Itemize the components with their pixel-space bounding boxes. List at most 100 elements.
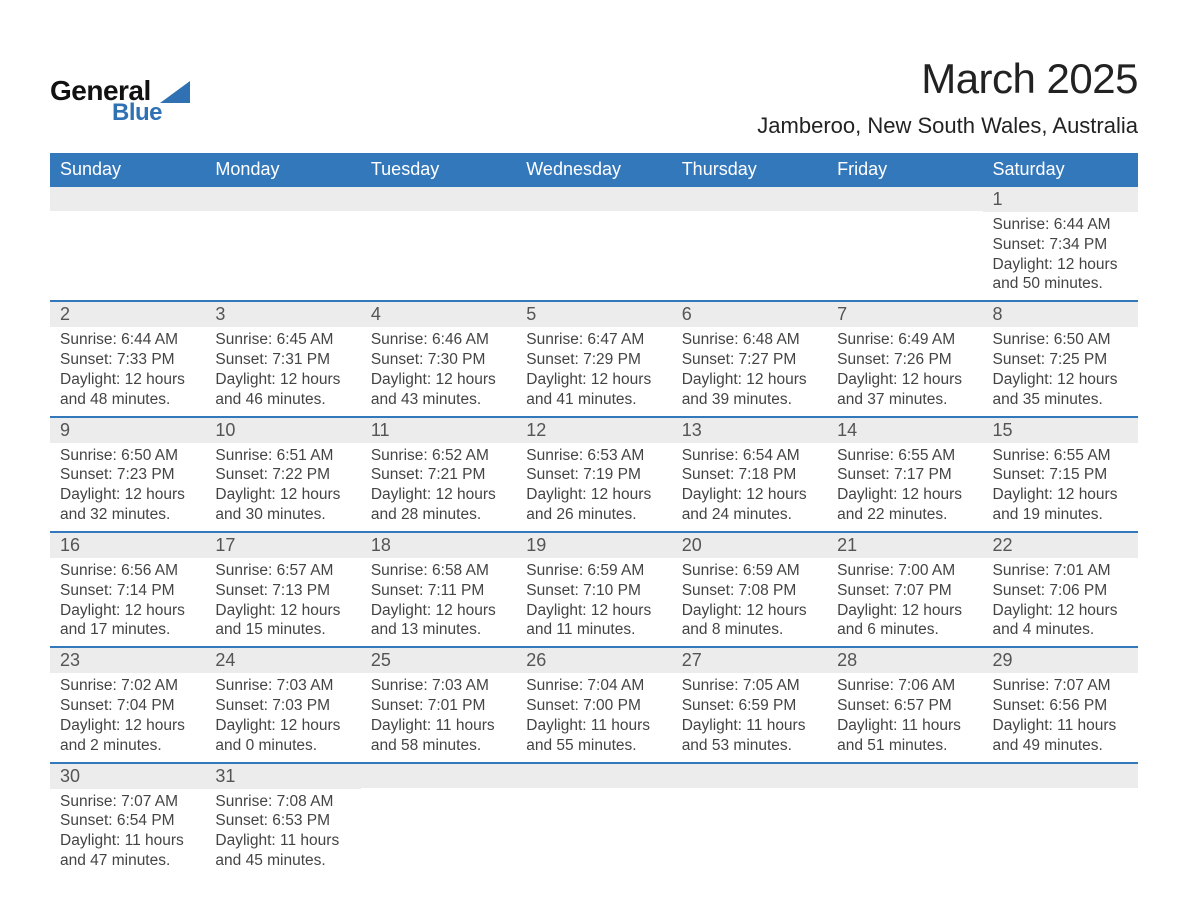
day-number: 30 [50,764,205,789]
day-detail-line: Daylight: 11 hours and 55 minutes. [526,716,661,756]
day-detail-line: Sunrise: 7:07 AM [60,792,195,812]
day-detail-line: Sunset: 7:26 PM [837,350,972,370]
day-detail-line: Sunset: 7:19 PM [526,465,661,485]
day-detail-line: Sunset: 7:31 PM [215,350,350,370]
day-detail-line: Sunrise: 6:50 AM [60,446,195,466]
calendar-day: 27Sunrise: 7:05 AMSunset: 6:59 PMDayligh… [672,648,827,761]
calendar-week: 23Sunrise: 7:02 AMSunset: 7:04 PMDayligh… [50,648,1138,763]
day-detail-line: Sunset: 7:17 PM [837,465,972,485]
day-detail-line: Sunset: 7:14 PM [60,581,195,601]
calendar-day [672,764,827,877]
calendar-day: 22Sunrise: 7:01 AMSunset: 7:06 PMDayligh… [983,533,1138,646]
calendar-day [827,764,982,877]
calendar-week: 1Sunrise: 6:44 AMSunset: 7:34 PMDaylight… [50,187,1138,302]
day-details: Sunrise: 6:44 AMSunset: 7:34 PMDaylight:… [983,212,1138,300]
day-number: 27 [672,648,827,673]
day-detail-line: Sunrise: 6:59 AM [526,561,661,581]
day-details: Sunrise: 6:56 AMSunset: 7:14 PMDaylight:… [50,558,205,646]
day-number: 28 [827,648,982,673]
calendar-day [516,764,671,877]
day-detail-line: Sunset: 6:56 PM [993,696,1128,716]
day-details: Sunrise: 7:03 AMSunset: 7:01 PMDaylight:… [361,673,516,761]
day-number: 21 [827,533,982,558]
day-number: 6 [672,302,827,327]
day-detail-line: Sunrise: 6:58 AM [371,561,506,581]
day-detail-line: Sunrise: 6:55 AM [993,446,1128,466]
calendar-day: 25Sunrise: 7:03 AMSunset: 7:01 PMDayligh… [361,648,516,761]
day-number: 7 [827,302,982,327]
day-detail-line: Sunrise: 6:54 AM [682,446,817,466]
calendar-day: 7Sunrise: 6:49 AMSunset: 7:26 PMDaylight… [827,302,982,415]
day-details: Sunrise: 7:05 AMSunset: 6:59 PMDaylight:… [672,673,827,761]
day-detail-line: Sunrise: 6:59 AM [682,561,817,581]
day-detail-line: Sunrise: 6:47 AM [526,330,661,350]
day-number: 17 [205,533,360,558]
day-detail-line: Sunset: 7:18 PM [682,465,817,485]
calendar-day: 18Sunrise: 6:58 AMSunset: 7:11 PMDayligh… [361,533,516,646]
day-details [205,211,360,289]
day-detail-line: Sunrise: 7:07 AM [993,676,1128,696]
logo-triangle-icon [160,81,190,103]
day-number: 9 [50,418,205,443]
calendar-day: 8Sunrise: 6:50 AMSunset: 7:25 PMDaylight… [983,302,1138,415]
calendar-day [827,187,982,300]
day-number: 12 [516,418,671,443]
day-details: Sunrise: 7:03 AMSunset: 7:03 PMDaylight:… [205,673,360,761]
day-detail-line: Daylight: 12 hours and 50 minutes. [993,255,1128,295]
day-details: Sunrise: 6:55 AMSunset: 7:17 PMDaylight:… [827,443,982,531]
day-number: 24 [205,648,360,673]
day-details [361,211,516,289]
calendar-day: 12Sunrise: 6:53 AMSunset: 7:19 PMDayligh… [516,418,671,531]
day-number [827,764,982,788]
day-number [361,187,516,211]
calendar-day: 13Sunrise: 6:54 AMSunset: 7:18 PMDayligh… [672,418,827,531]
day-details: Sunrise: 7:07 AMSunset: 6:54 PMDaylight:… [50,789,205,877]
calendar-day: 29Sunrise: 7:07 AMSunset: 6:56 PMDayligh… [983,648,1138,761]
day-detail-line: Sunrise: 6:50 AM [993,330,1128,350]
day-detail-line: Daylight: 11 hours and 49 minutes. [993,716,1128,756]
day-details: Sunrise: 7:04 AMSunset: 7:00 PMDaylight:… [516,673,671,761]
day-detail-line: Sunset: 7:08 PM [682,581,817,601]
day-number: 22 [983,533,1138,558]
day-details: Sunrise: 7:08 AMSunset: 6:53 PMDaylight:… [205,789,360,877]
day-detail-line: Sunrise: 7:01 AM [993,561,1128,581]
calendar-day: 1Sunrise: 6:44 AMSunset: 7:34 PMDaylight… [983,187,1138,300]
day-number [205,187,360,211]
day-detail-line: Sunset: 7:00 PM [526,696,661,716]
calendar-week: 9Sunrise: 6:50 AMSunset: 7:23 PMDaylight… [50,418,1138,533]
day-detail-line: Daylight: 12 hours and 26 minutes. [526,485,661,525]
calendar-day: 6Sunrise: 6:48 AMSunset: 7:27 PMDaylight… [672,302,827,415]
logo: General Blue [50,77,190,125]
day-detail-line: Sunrise: 7:04 AM [526,676,661,696]
day-details [50,211,205,289]
day-details: Sunrise: 7:02 AMSunset: 7:04 PMDaylight:… [50,673,205,761]
day-number [672,764,827,788]
day-detail-line: Sunset: 7:29 PM [526,350,661,370]
day-number [983,764,1138,788]
day-details: Sunrise: 6:58 AMSunset: 7:11 PMDaylight:… [361,558,516,646]
calendar-week: 2Sunrise: 6:44 AMSunset: 7:33 PMDaylight… [50,302,1138,417]
day-detail-line: Sunrise: 6:52 AM [371,446,506,466]
day-detail-line: Sunrise: 6:45 AM [215,330,350,350]
day-detail-line: Sunset: 7:34 PM [993,235,1128,255]
day-detail-line: Daylight: 12 hours and 2 minutes. [60,716,195,756]
day-detail-line: Sunset: 7:13 PM [215,581,350,601]
logo-bottom-text: Blue [112,101,162,125]
header: General Blue March 2025 Jamberoo, New So… [50,55,1138,139]
logo-text: General Blue [50,77,162,125]
calendar-day [50,187,205,300]
calendar-day: 9Sunrise: 6:50 AMSunset: 7:23 PMDaylight… [50,418,205,531]
day-number: 13 [672,418,827,443]
day-details: Sunrise: 7:00 AMSunset: 7:07 PMDaylight:… [827,558,982,646]
day-detail-line: Sunrise: 7:06 AM [837,676,972,696]
calendar-week: 30Sunrise: 7:07 AMSunset: 6:54 PMDayligh… [50,764,1138,877]
day-number: 10 [205,418,360,443]
day-details: Sunrise: 6:54 AMSunset: 7:18 PMDaylight:… [672,443,827,531]
calendar-day: 15Sunrise: 6:55 AMSunset: 7:15 PMDayligh… [983,418,1138,531]
day-detail-line: Sunset: 7:04 PM [60,696,195,716]
calendar-day: 14Sunrise: 6:55 AMSunset: 7:17 PMDayligh… [827,418,982,531]
day-detail-line: Sunset: 7:06 PM [993,581,1128,601]
day-detail-line: Sunset: 7:11 PM [371,581,506,601]
day-detail-line: Sunrise: 7:08 AM [215,792,350,812]
day-detail-line: Sunrise: 6:55 AM [837,446,972,466]
